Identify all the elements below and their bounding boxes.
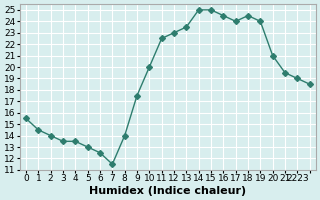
X-axis label: Humidex (Indice chaleur): Humidex (Indice chaleur)	[89, 186, 246, 196]
